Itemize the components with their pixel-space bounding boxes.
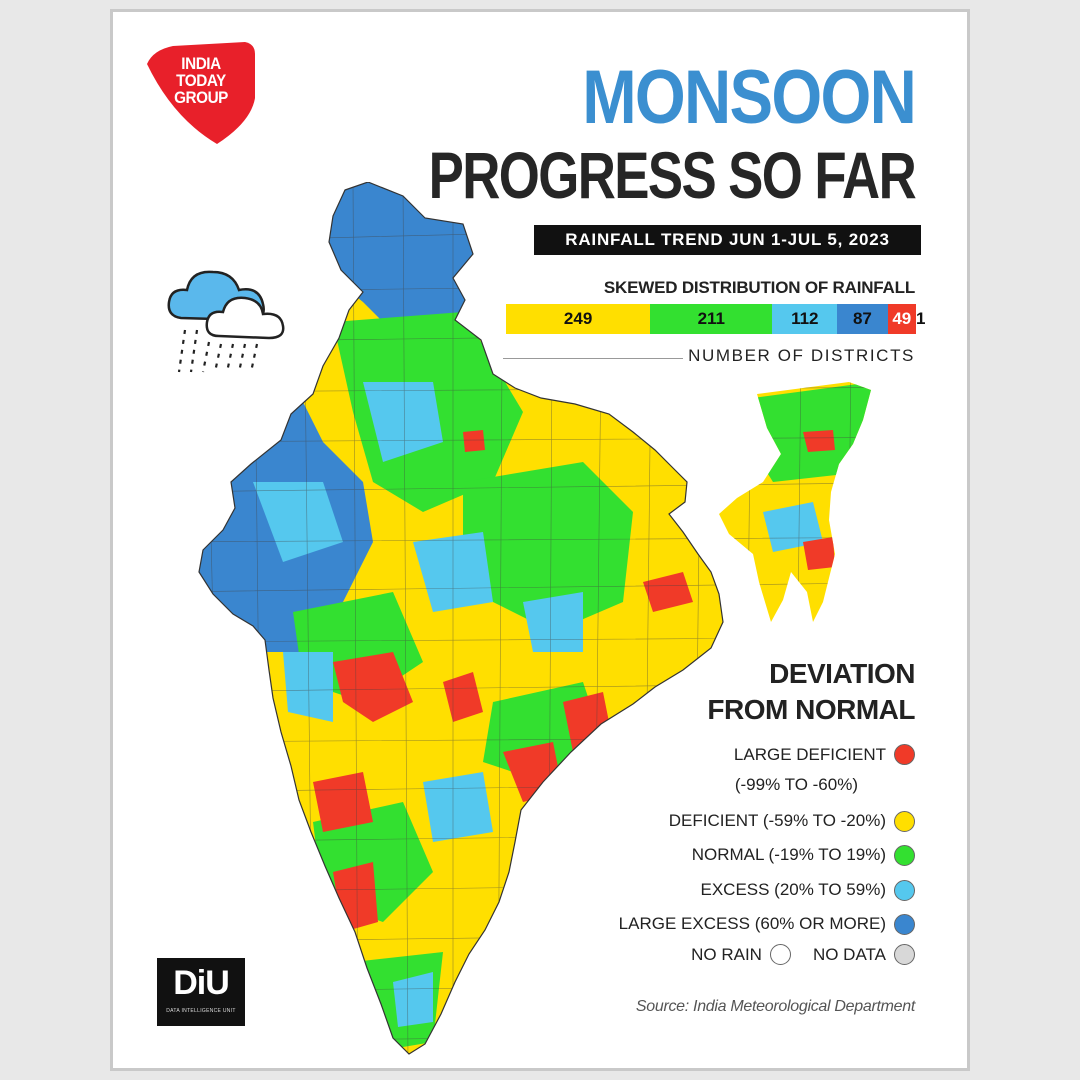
distribution-bar: 249 211 112 87 49: [506, 304, 916, 334]
source-note: Source: India Meteorological Department: [635, 998, 915, 1015]
legend-label: LARGE DEFICIENT (-99% TO -60%): [734, 740, 886, 800]
rainfall-trend-banner: RAINFALL TREND JUN 1-JUL 5, 2023: [534, 225, 921, 255]
legend-swatch-icon: [894, 810, 915, 832]
main-title: MONSOON: [582, 55, 917, 140]
diu-logo-text: DiU: [173, 964, 230, 1002]
legend-item-large-excess: LARGE EXCESS (60% OR MORE): [619, 909, 915, 939]
legend-label: DEFICIENT (-59% TO -20%): [668, 811, 886, 830]
no-data-swatch-icon: [894, 944, 915, 965]
legend-swatch-icon: [894, 744, 915, 765]
legend-swatch-icon: [894, 879, 915, 901]
no-data-label: NO DATA: [812, 944, 886, 964]
main-subtitle: PROGRESS SO FAR: [428, 138, 917, 212]
legend-label: EXCESS (20% TO 59%): [700, 880, 886, 899]
rain-cloud-icon: [167, 270, 285, 373]
legend-item-deficient: DEFICIENT (-59% TO -20%): [669, 806, 915, 836]
legend-title-line-2: FROM NORMAL: [707, 694, 915, 725]
no-rain-swatch-icon: [769, 944, 791, 965]
legend-title: DEVIATION FROM NORMAL: [707, 656, 915, 728]
legend-swatch-icon: [894, 913, 915, 935]
diu-logo: DiU DATA INTELLIGENCE UNIT: [157, 958, 245, 1026]
legend-label: NORMAL (-19% TO 19%): [691, 845, 886, 864]
distribution-segment-1: 211: [650, 304, 773, 334]
india-today-logo: INDIA TODAY GROUP: [143, 42, 259, 146]
distribution-segment-2: 112: [772, 304, 838, 334]
legend-item-large-deficient: LARGE DEFICIENT (-99% TO -60%): [734, 740, 915, 800]
distribution-segment-3: 87: [837, 304, 888, 334]
logo-line-1: INDIA: [181, 54, 221, 73]
legend-item-excess: EXCESS (20% TO 59%): [700, 875, 915, 905]
no-rain-no-data-row: NO RAIN NO DATA: [691, 944, 915, 965]
distribution-caption: NUMBER OF DISTRICTS: [688, 346, 915, 365]
distribution-tail-value: 1: [916, 309, 926, 328]
distribution-segment-4: 49: [887, 304, 916, 334]
caption-divider: [503, 358, 683, 359]
legend-label-line-1: LARGE DEFICIENT: [733, 745, 886, 764]
logo-line-3: GROUP: [174, 88, 228, 107]
distribution-title: SKEWED DISTRIBUTION OF RAINFALL: [603, 278, 915, 297]
legend-label-line-2: (-99% TO -60%): [734, 775, 858, 794]
logo-line-2: TODAY: [176, 71, 226, 90]
legend-title-line-1: DEVIATION: [769, 658, 915, 689]
legend-label: LARGE EXCESS (60% OR MORE): [618, 914, 886, 933]
legend-item-normal: NORMAL (-19% TO 19%): [692, 840, 915, 870]
no-rain-label: NO RAIN: [691, 944, 762, 964]
distribution-segment-0: 249: [506, 304, 651, 334]
infographic-card: INDIA TODAY GROUP MONSOON PROGRESS SO FA…: [110, 9, 970, 1071]
legend-swatch-icon: [894, 844, 915, 866]
diu-logo-subtitle: DATA INTELLIGENCE UNIT: [166, 1008, 236, 1014]
